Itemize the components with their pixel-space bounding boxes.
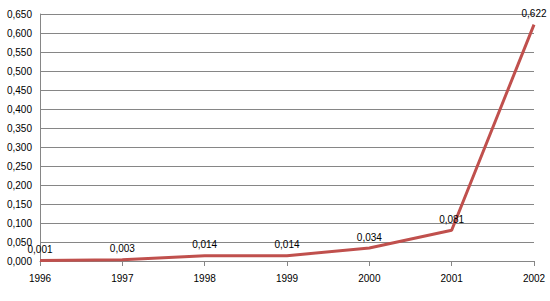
svg-text:0,001: 0,001 xyxy=(27,244,52,255)
svg-text:0,300: 0,300 xyxy=(7,142,32,153)
svg-text:0,034: 0,034 xyxy=(357,232,382,243)
svg-text:0,550: 0,550 xyxy=(7,47,32,58)
svg-text:0,500: 0,500 xyxy=(7,66,32,77)
svg-text:0,250: 0,250 xyxy=(7,161,32,172)
svg-text:0,622: 0,622 xyxy=(521,8,546,19)
svg-text:0,050: 0,050 xyxy=(7,236,32,248)
svg-text:0,350: 0,350 xyxy=(7,123,32,134)
svg-text:0,014: 0,014 xyxy=(274,239,299,250)
svg-text:0,014: 0,014 xyxy=(192,239,217,250)
svg-text:1999: 1999 xyxy=(276,273,299,284)
svg-text:0,003: 0,003 xyxy=(110,243,135,254)
svg-text:0,650: 0,650 xyxy=(7,9,32,20)
svg-text:0,200: 0,200 xyxy=(7,180,32,191)
svg-text:0,400: 0,400 xyxy=(7,104,32,115)
svg-text:1997: 1997 xyxy=(111,273,134,284)
svg-text:2002: 2002 xyxy=(523,273,546,284)
svg-text:0,150: 0,150 xyxy=(7,199,32,210)
svg-text:0,600: 0,600 xyxy=(7,28,32,39)
svg-text:0,000: 0,000 xyxy=(7,256,32,267)
svg-text:1996: 1996 xyxy=(29,273,52,284)
svg-text:0,100: 0,100 xyxy=(7,218,32,229)
svg-text:0,450: 0,450 xyxy=(7,85,32,96)
svg-text:1998: 1998 xyxy=(194,273,217,284)
svg-text:2000: 2000 xyxy=(358,273,381,284)
svg-text:2001: 2001 xyxy=(441,273,464,284)
svg-text:0,081: 0,081 xyxy=(439,214,464,225)
